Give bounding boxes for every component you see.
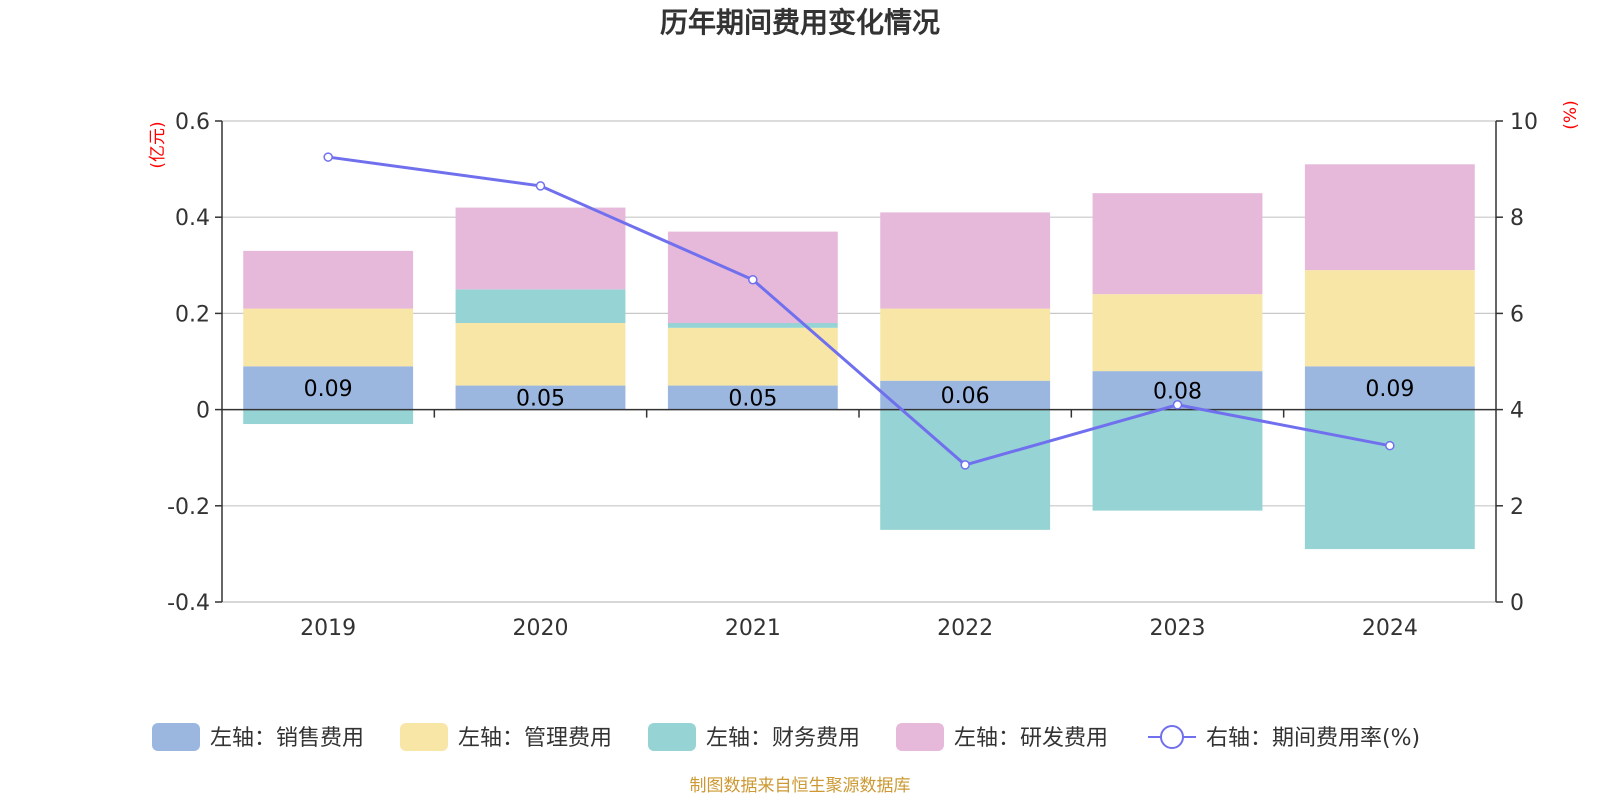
left-tick-label: 0.2 <box>175 302 210 327</box>
bar-segment <box>1304 409 1475 550</box>
data-label: 0.08 <box>1153 379 1202 404</box>
legend-swatch <box>400 723 448 751</box>
right-tick-label: 6 <box>1510 302 1524 327</box>
x-tick-label: 2019 <box>300 616 356 641</box>
x-tick-label: 2020 <box>513 616 569 641</box>
bar-segment <box>243 409 414 425</box>
right-tick-label: 4 <box>1510 399 1524 424</box>
right-tick-label: 2 <box>1510 495 1524 520</box>
legend-swatch <box>896 723 944 751</box>
legend-label: 左轴：研发费用 <box>954 726 1108 751</box>
x-tick-label: 2023 <box>1150 616 1206 641</box>
data-label: 0.06 <box>941 384 990 409</box>
bar-segment <box>1092 294 1263 372</box>
bar-segment <box>1304 164 1475 271</box>
bar-segment <box>667 323 838 328</box>
right-axis-unit: (%) <box>1561 100 1581 129</box>
data-label: 0.05 <box>728 387 777 412</box>
bar-segment <box>1304 270 1475 367</box>
grid <box>222 120 1496 603</box>
bar-segment <box>667 385 838 410</box>
legend-marker <box>1160 725 1184 749</box>
bars <box>243 164 1475 550</box>
right-tick-label: 10 <box>1510 110 1538 135</box>
left-tick-label: 0.6 <box>175 110 210 135</box>
x-tick-label: 2022 <box>937 616 993 641</box>
data-label: 0.09 <box>1365 377 1414 402</box>
bar-segment <box>880 308 1051 381</box>
legend: 左轴：销售费用 左轴：管理费用 左轴：财务费用 左轴：研发费用 右轴：期间费用率(%) <box>152 723 1420 751</box>
source-note: 制图数据来自恒生聚源数据库 <box>690 776 911 796</box>
rate-point <box>535 181 546 191</box>
rate-point <box>323 152 333 162</box>
rate-point <box>1172 400 1183 410</box>
left-tick-label: 0 <box>196 399 210 424</box>
bar-segment <box>455 323 626 386</box>
data-labels: 0.09 0.05 0.05 0.06 0.08 0.09 <box>304 377 1415 412</box>
bar-segment <box>455 207 626 290</box>
rate-point <box>960 460 970 470</box>
left-axis-unit: (亿元) <box>148 121 168 168</box>
bar-segment <box>880 409 1051 530</box>
rate-point <box>748 274 758 285</box>
data-label: 0.05 <box>516 387 565 412</box>
legend-label: 右轴：期间费用率(%) <box>1206 726 1420 751</box>
rate-point <box>1385 440 1395 451</box>
bar-segment <box>1092 409 1263 511</box>
bar-segment <box>455 289 626 324</box>
left-tick-label: -0.4 <box>167 591 210 616</box>
bar-segment <box>243 308 414 367</box>
legend-label: 左轴：管理费用 <box>458 726 612 751</box>
rate-polyline <box>327 155 1391 467</box>
axes: 0.6 0.4 0.2 0 -0.2 -0.4 10 8 6 4 2 0 2019 2020 2021 202… <box>167 110 1538 641</box>
bar-segment <box>243 366 414 410</box>
x-tick-label: 2024 <box>1362 616 1418 641</box>
legend-label: 左轴：财务费用 <box>706 726 860 751</box>
left-tick-label: 0.4 <box>175 206 210 231</box>
left-tick-label: -0.2 <box>167 495 210 520</box>
bar-segment <box>455 385 626 410</box>
x-tick-label: 2021 <box>725 616 781 641</box>
data-label: 0.09 <box>304 377 353 402</box>
bar-segment <box>880 212 1051 309</box>
bar-segment <box>243 250 414 309</box>
bar-segment <box>1092 193 1263 295</box>
legend-swatch <box>648 723 696 751</box>
bar-segment <box>880 380 1051 410</box>
right-tick-label: 0 <box>1510 591 1524 616</box>
rate-line <box>323 152 1395 470</box>
bar-segment <box>667 327 838 386</box>
chart-title: 历年期间费用变化情况 <box>660 6 940 39</box>
bar-segment <box>1304 366 1475 410</box>
right-tick-label: 8 <box>1510 206 1524 231</box>
legend-swatch <box>152 723 200 751</box>
legend-label: 左轴：销售费用 <box>210 726 364 751</box>
